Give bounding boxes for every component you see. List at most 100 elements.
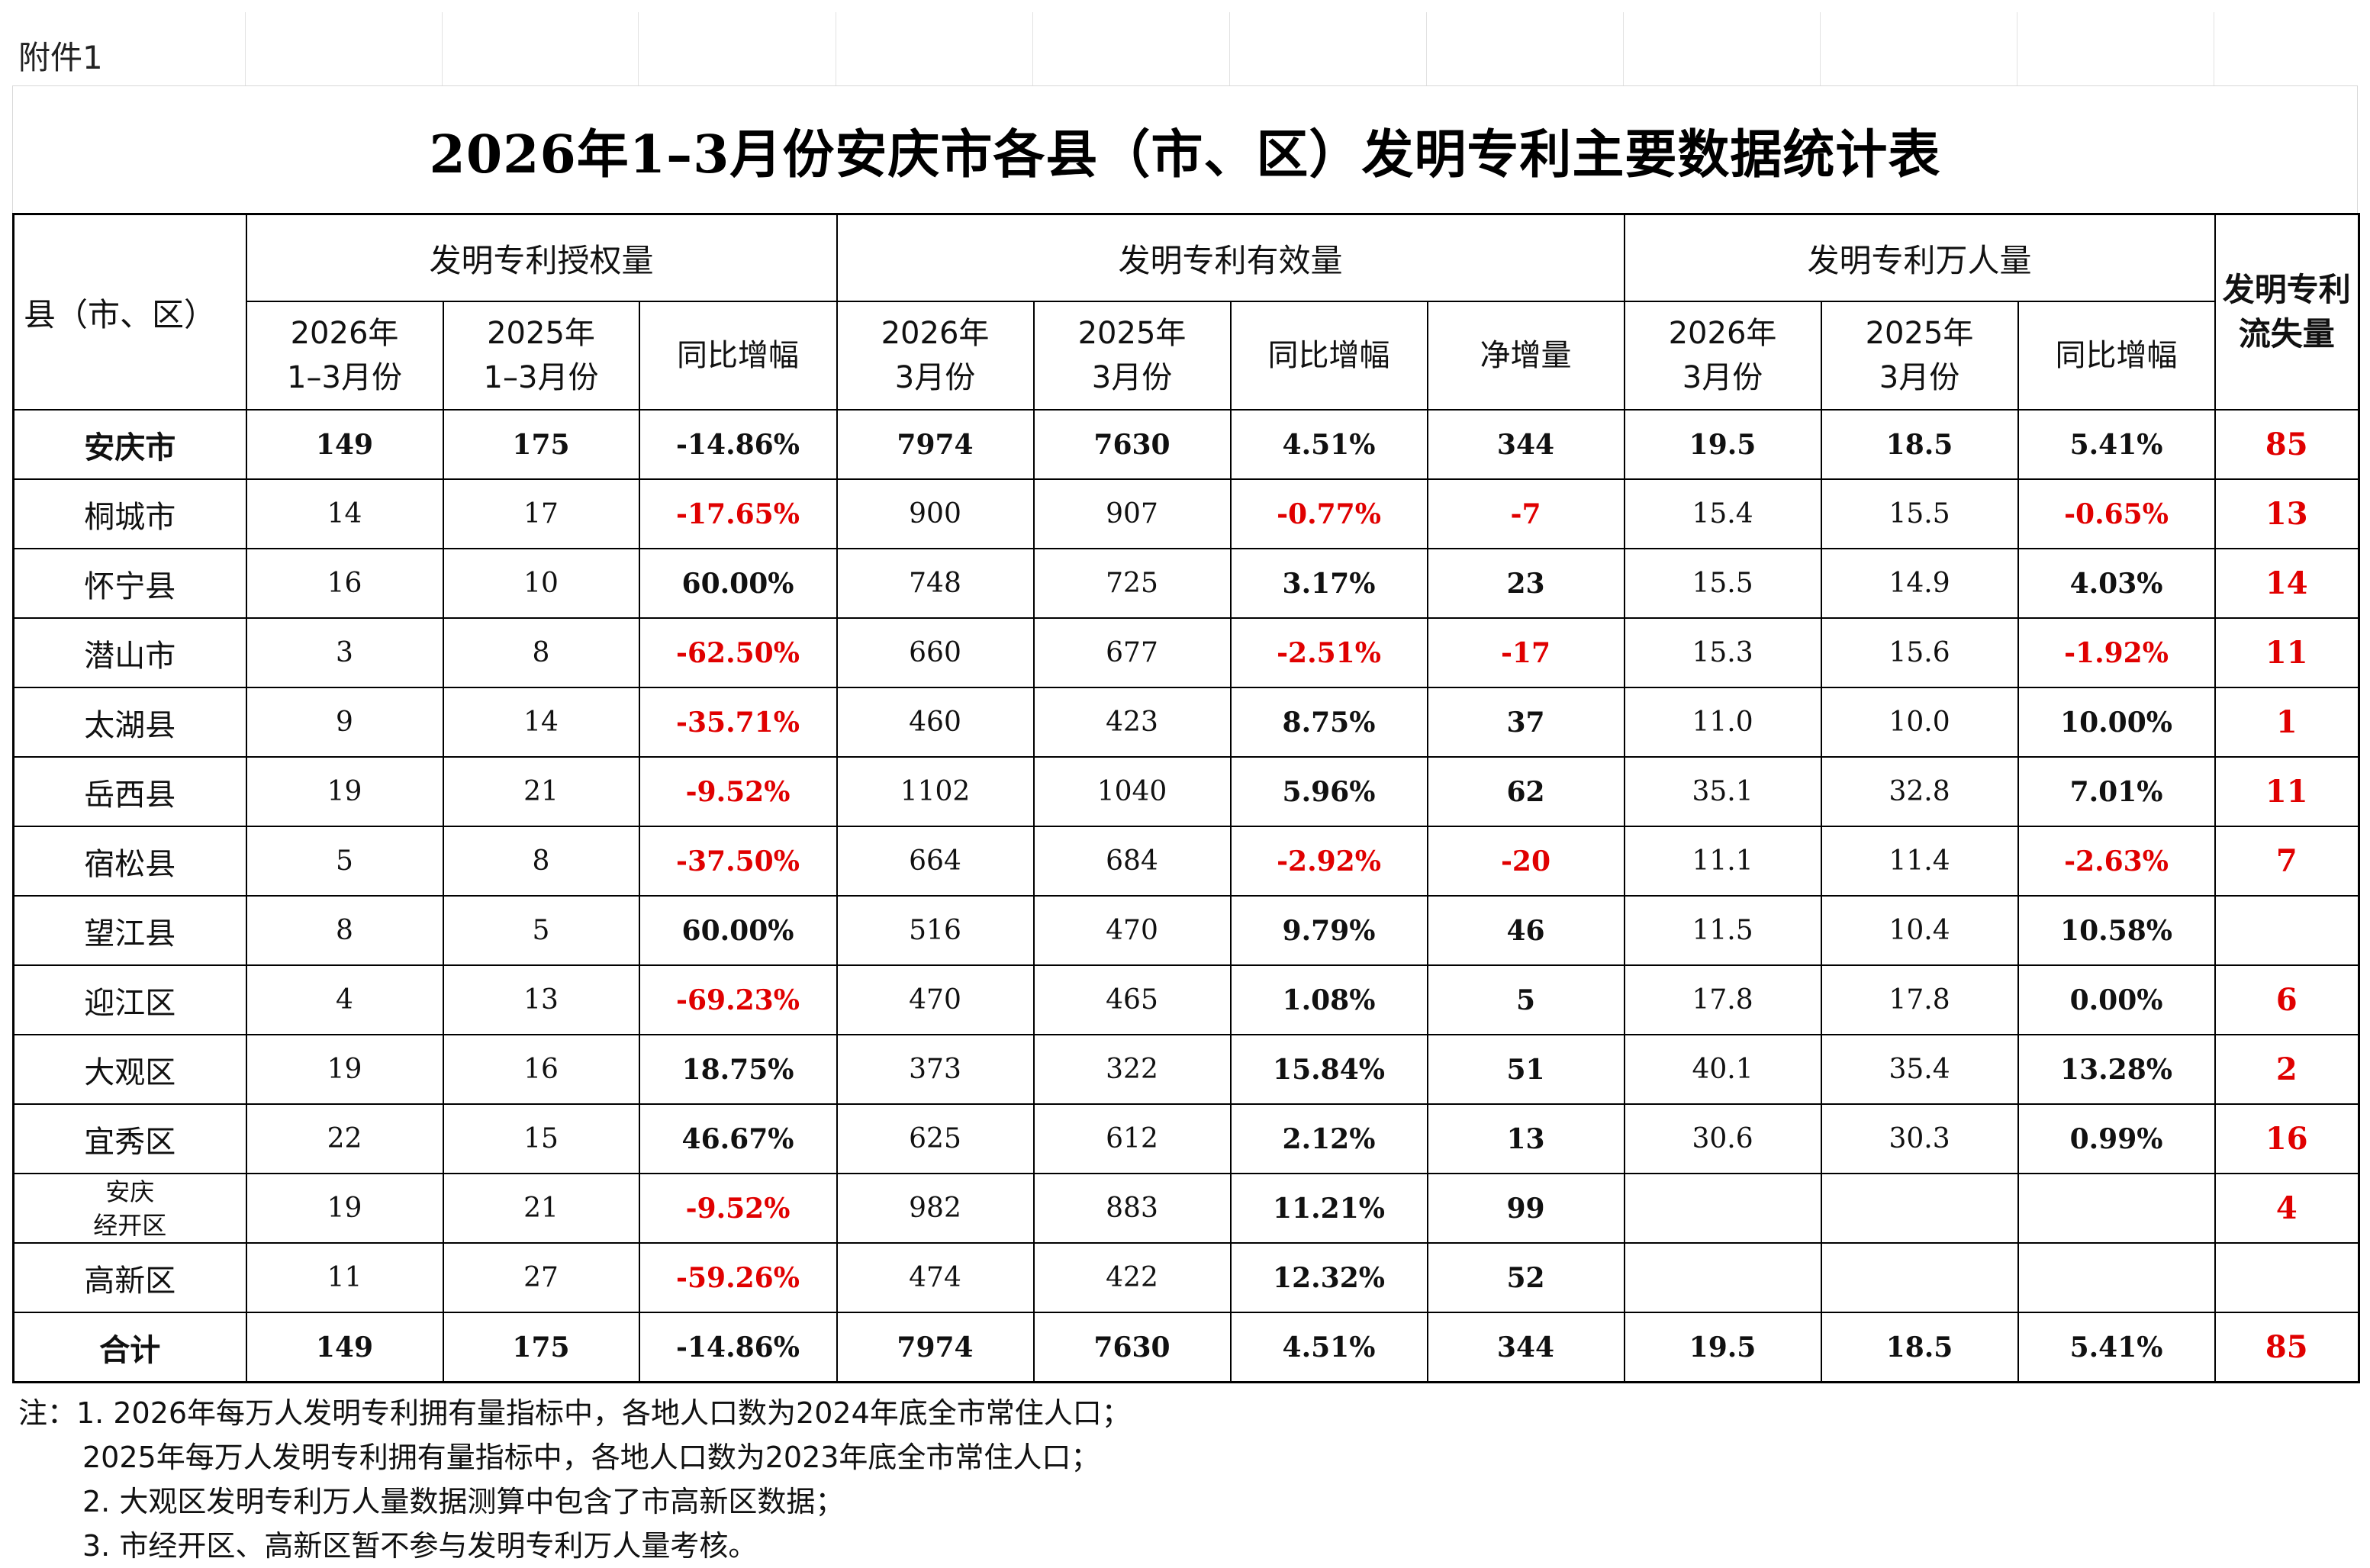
county-name: 高新区: [12, 1242, 247, 1313]
valid-2026-cell: 664: [836, 826, 1035, 897]
table-row: 安庆市 149 175 -14.86% 7974 7630 4.51% 344 19.5 18.5…: [12, 409, 2360, 480]
valid-2026-cell: 7974: [836, 1312, 1035, 1383]
valid-net-increase-cell: 99: [1426, 1173, 1625, 1244]
valid-yoy-cell: 12.32%: [1229, 1242, 1428, 1313]
valid-2025-cell: 684: [1032, 826, 1232, 897]
valid-2026-cell: 460: [836, 687, 1035, 758]
valid-2026-cell: 1102: [836, 756, 1035, 827]
footnote-line: 3. 市经开区、高新区暂不参与发明专利万人量考核。: [82, 1529, 758, 1563]
gridline: [1820, 12, 1821, 85]
valid-2026-cell: 7974: [836, 409, 1035, 480]
per-10k-2026-cell: [1623, 1173, 1822, 1244]
per-10k-2025-cell: 32.8: [1820, 756, 2019, 827]
valid-2026-cell: 900: [836, 478, 1035, 549]
grant-2026-cell: 19: [245, 1034, 444, 1105]
grant-yoy-header: 同比增幅: [638, 301, 838, 411]
table-title: 2026年1–3月份安庆市各县（市、区）发明专利主要数据统计表: [429, 124, 1941, 185]
county-name: 安庆市: [12, 409, 247, 480]
table-row: 岳西县 19 21 -9.52% 1102 1040 5.96% 62 35.1 32.8 7.01…: [12, 756, 2360, 827]
grant-2026-cell: 8: [245, 895, 444, 966]
outflow-cell: 7: [2214, 826, 2360, 897]
per-10k-yoy-cell: 4.03%: [2017, 548, 2216, 619]
grant-2025-cell: 10: [442, 548, 640, 619]
table-row: 太湖县 9 14 -35.71% 460 423 8.75% 37 11.0 10.0 10.00%…: [12, 687, 2360, 758]
gridline: [245, 12, 246, 85]
valid-2026-cell: 474: [836, 1242, 1035, 1313]
per-10k-yoy-cell: 0.00%: [2017, 964, 2216, 1035]
grant-yoy-cell: -35.71%: [638, 687, 838, 758]
statistics-table: 县（市、区） 发明专利授权量 发明专利有效量 发明专利万人量 发明专利 流失量 2…: [12, 213, 2361, 1383]
valid-2025-cell: 7630: [1032, 409, 1232, 480]
grant-2025-cell: 5: [442, 895, 640, 966]
outflow-header: 发明专利 流失量: [2214, 213, 2360, 411]
outflow-cell: [2214, 1242, 2360, 1313]
per-10k-2026-header: 2026年 3月份: [1623, 301, 1822, 411]
per-10k-2025-cell: 30.3: [1820, 1103, 2019, 1174]
outflow-cell: 85: [2214, 409, 2360, 480]
valid-yoy-cell: 2.12%: [1229, 1103, 1428, 1174]
per-10k-2026-cell: 15.5: [1623, 548, 1822, 619]
valid-yoy-header: 同比增幅: [1229, 301, 1428, 411]
gridline: [442, 12, 443, 85]
grant-2026-cell: 4: [245, 964, 444, 1035]
grant-yoy-cell: -62.50%: [638, 617, 838, 688]
table-row: 安庆 经开区 19 21 -9.52% 982 883 11.21% 99 4: [12, 1173, 2360, 1244]
valid-2025-cell: 725: [1032, 548, 1232, 619]
grant-2025-cell: 175: [442, 409, 640, 480]
per-10k-yoy-cell: 5.41%: [2017, 409, 2216, 480]
per-10k-yoy-cell: 5.41%: [2017, 1312, 2216, 1383]
grant-2026-cell: 14: [245, 478, 444, 549]
valid-net-increase-cell: -7: [1426, 478, 1625, 549]
grant-2026-cell: 149: [245, 1312, 444, 1383]
valid-yoy-cell: 1.08%: [1229, 964, 1428, 1035]
title-row: 2026年1–3月份安庆市各县（市、区）发明专利主要数据统计表: [12, 86, 2358, 213]
per-10k-yoy-cell: 0.99%: [2017, 1103, 2216, 1174]
valid-2026-cell: 660: [836, 617, 1035, 688]
grant-2025-header: 2025年 1–3月份: [442, 301, 640, 411]
footnote-line: 注：1. 2026年每万人发明专利拥有量指标中，各地人口数为2024年底全市常住…: [18, 1396, 1131, 1430]
table-row: 高新区 11 27 -59.26% 474 422 12.32% 52: [12, 1242, 2360, 1313]
grant-2025-cell: 8: [442, 617, 640, 688]
outflow-cell: 14: [2214, 548, 2360, 619]
grant-2025-cell: 17: [442, 478, 640, 549]
per-10k-yoy-cell: -2.63%: [2017, 826, 2216, 897]
valid-2025-cell: 423: [1032, 687, 1232, 758]
valid-2026-cell: 470: [836, 964, 1035, 1035]
per-10k-2025-cell: 15.6: [1820, 617, 2019, 688]
spreadsheet-sheet: 附件1 2026年1–3月份安庆市各县（市、区）发明专利主要数据统计表 县（市、…: [12, 12, 2361, 1568]
valid-2025-cell: 612: [1032, 1103, 1232, 1174]
outflow-cell: 1: [2214, 687, 2360, 758]
table-row: 桐城市 14 17 -17.65% 900 907 -0.77% -7 15.4 15.5 -0.6…: [12, 478, 2360, 549]
per-10k-yoy-cell: -1.92%: [2017, 617, 2216, 688]
grant-2026-cell: 16: [245, 548, 444, 619]
valid-2026-cell: 373: [836, 1034, 1035, 1105]
grant-yoy-cell: -9.52%: [638, 756, 838, 827]
grant-2026-cell: 9: [245, 687, 444, 758]
per-10k-2025-cell: 35.4: [1820, 1034, 2019, 1105]
grant-2026-header: 2026年 1–3月份: [245, 301, 444, 411]
header-row-groups: 县（市、区） 发明专利授权量 发明专利有效量 发明专利万人量 发明专利 流失量: [12, 213, 2360, 411]
grant-yoy-cell: 60.00%: [638, 548, 838, 619]
county-name: 安庆 经开区: [12, 1173, 247, 1244]
per-10k-2025-cell: [1820, 1173, 2019, 1244]
valid-net-increase-cell: 51: [1426, 1034, 1625, 1105]
valid-2025-cell: 322: [1032, 1034, 1232, 1105]
per-10k-2025-cell: 10.4: [1820, 895, 2019, 966]
gridline: [1032, 12, 1033, 85]
grant-2026-cell: 19: [245, 756, 444, 827]
valid-yoy-cell: 3.17%: [1229, 548, 1428, 619]
valid-2026-cell: 748: [836, 548, 1035, 619]
outflow-cell: 2: [2214, 1034, 2360, 1105]
gridline: [638, 12, 639, 85]
grant-yoy-cell: -37.50%: [638, 826, 838, 897]
attachment-row: 附件1: [12, 12, 2358, 86]
per-10k-2026-cell: 11.0: [1623, 687, 1822, 758]
outflow-cell: [2214, 895, 2360, 966]
per-10k-2025-cell: 17.8: [1820, 964, 2019, 1035]
valid-net-increase-cell: -20: [1426, 826, 1625, 897]
valid-2026-cell: 625: [836, 1103, 1035, 1174]
valid-net-increase-cell: 5: [1426, 964, 1625, 1035]
outflow-header-text: 发明专利 流失量: [2222, 271, 2351, 353]
per-10k-2026-cell: 15.4: [1623, 478, 1822, 549]
grant-yoy-cell: -14.86%: [638, 409, 838, 480]
